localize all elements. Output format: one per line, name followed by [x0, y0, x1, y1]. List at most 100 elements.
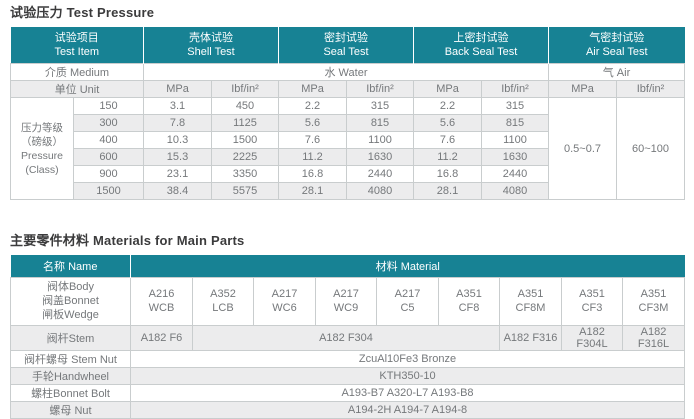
material-spec-grade: A351 CF3M — [624, 287, 683, 315]
material-grade: CF3M — [638, 302, 669, 314]
material-grade: WC9 — [333, 302, 359, 314]
table-header-row: 名称 Name 材料 Material — [10, 255, 685, 277]
part-name-cell: 螺柱Bonnet Bolt — [10, 383, 131, 402]
material-spec-grade: A351 CF3 — [563, 287, 621, 315]
material-cell: A351 CF3M — [622, 276, 685, 326]
shell-mpa-cell: 10.3 — [143, 131, 212, 149]
material-cell: A216 WCB — [130, 276, 193, 326]
material-spec: A351 — [640, 288, 667, 300]
material-spec-grade: A217 WC9 — [317, 287, 375, 315]
materials-table: 名称 Name 材料 Material 阀体Body 阀盖Bonnet 闸板We… — [10, 255, 685, 419]
class-cell: 300 — [73, 114, 144, 132]
part-name-cell: 阀杆Stem — [10, 324, 131, 351]
shell-lbf-cell: 1125 — [211, 114, 279, 132]
back-seal-mpa-cell: 7.6 — [413, 131, 482, 149]
shell-lbf-cell: 3350 — [211, 165, 279, 183]
unit-mpa: MPa — [143, 80, 212, 98]
col-header-seal-test: 密封试验 Seal Test — [278, 27, 414, 64]
material-spec: A217 — [271, 288, 298, 300]
material-cell: A217 C5 — [376, 276, 439, 326]
material-grade: C5 — [400, 302, 415, 314]
seal-lbf-cell: 4080 — [346, 182, 414, 200]
pressure-class-label: 压力等级 （磅级） Pressure (Class) — [10, 97, 74, 200]
material-cell: ZcuAl10Fe3 Bronze — [130, 349, 685, 368]
material-cell: A352 LCB — [192, 276, 254, 326]
header-zh: 气密封试验 — [589, 32, 645, 44]
pressure-row-150: 压力等级 （磅级） Pressure (Class) 150 3.1 450 2… — [10, 97, 685, 200]
material-spec: A351 — [517, 288, 544, 300]
air-seal-lbf-value: 60~100 — [616, 97, 685, 200]
material-cell: A182 F316 — [499, 324, 562, 351]
col-header-air-seal-test: 气密封试验 Air Seal Test — [548, 27, 685, 64]
part-name-line: 闸板Wedge — [42, 309, 99, 321]
material-cell: A217 WC9 — [315, 276, 377, 326]
back-seal-lbf-cell: 1100 — [481, 131, 549, 149]
shell-mpa-cell: 15.3 — [143, 148, 212, 166]
seal-mpa-cell: 11.2 — [278, 148, 347, 166]
part-name-cell: 阀体Body 阀盖Bonnet 闸板Wedge — [10, 276, 131, 326]
header-zh: 试验项目 — [54, 32, 99, 44]
header-en: Shell Test — [187, 46, 235, 58]
material-cell: A217 WC6 — [253, 276, 316, 326]
unit-mpa: MPa — [548, 80, 617, 98]
material-cell: A182 F6 — [130, 324, 193, 351]
seal-lbf-cell: 2440 — [346, 165, 414, 183]
seal-lbf-cell: 1100 — [346, 131, 414, 149]
pressure-row-400: 400 10.3 1500 7.6 1100 7.6 1100 — [11, 131, 685, 149]
pressure-row-600: 600 15.3 2225 11.2 1630 11.2 1630 — [11, 148, 685, 166]
part-name-lines: 阀体Body 阀盖Bonnet 闸板Wedge — [12, 280, 129, 322]
unit-mpa: MPa — [278, 80, 347, 98]
class-cell: 900 — [73, 165, 144, 183]
material-cell: A351 CF8M — [499, 276, 562, 326]
unit-mpa: MPa — [413, 80, 482, 98]
back-seal-lbf-cell: 315 — [481, 97, 549, 115]
back-seal-mpa-cell: 2.2 — [413, 97, 482, 115]
shell-lbf-cell: 450 — [211, 97, 279, 115]
unit-lbf: Ibf/in² — [481, 80, 549, 98]
back-seal-lbf-cell: 2440 — [481, 165, 549, 183]
label-line: (Class) — [25, 163, 59, 176]
shell-mpa-cell: 38.4 — [143, 182, 212, 200]
seal-lbf-cell: 815 — [346, 114, 414, 132]
label-line: Pressure — [20, 149, 63, 162]
handwheel-row: 手轮Handwheel KTH350-10 — [10, 366, 685, 385]
class-cell: 600 — [73, 148, 144, 166]
material-spec-grade: A217 C5 — [378, 287, 437, 315]
material-spec-grade: A217 WC6 — [255, 287, 314, 315]
stem-nut-row: 阀杆螺母 Stem Nut ZcuAl10Fe3 Bronze — [10, 349, 685, 368]
pressure-row-300: 300 7.8 1125 5.6 815 5.6 815 — [11, 114, 685, 132]
part-name-cell: 阀杆螺母 Stem Nut — [10, 349, 131, 368]
shell-lbf-cell: 5575 — [211, 182, 279, 200]
shell-mpa-cell: 3.1 — [143, 97, 212, 115]
back-seal-mpa-cell: 5.6 — [413, 114, 482, 132]
part-name-line: 阀盖Bonnet — [42, 295, 99, 307]
material-grade: CF3 — [581, 302, 603, 314]
material-spec: A217 — [394, 288, 421, 300]
seal-mpa-cell: 28.1 — [278, 182, 347, 200]
seal-lbf-cell: 1630 — [346, 148, 414, 166]
name-header: 名称 Name — [10, 255, 131, 277]
shell-lbf-cell: 2225 — [211, 148, 279, 166]
material-grade: LCB — [212, 302, 234, 314]
material-header: 材料 Material — [130, 255, 685, 277]
table-header-row: 试验项目 Test Item 壳体试验 Shell Test 密封试验 Seal… — [10, 27, 685, 64]
shell-lbf-cell: 1500 — [211, 131, 279, 149]
unit-lbf: Ibf/in² — [211, 80, 279, 98]
seal-lbf-cell: 315 — [346, 97, 414, 115]
seal-mpa-cell: 16.8 — [278, 165, 347, 183]
material-grade: CF8 — [458, 302, 480, 314]
material-grade: WCB — [148, 302, 175, 314]
material-cell: A351 CF3 — [561, 276, 623, 326]
back-seal-mpa-cell: 16.8 — [413, 165, 482, 183]
back-seal-mpa-cell: 28.1 — [413, 182, 482, 200]
back-seal-lbf-cell: 815 — [481, 114, 549, 132]
material-spec-grade: A216 WCB — [132, 287, 191, 315]
class-cell: 400 — [73, 131, 144, 149]
col-header-test-item: 试验项目 Test Item — [10, 27, 144, 64]
unit-label: 单位 Unit — [10, 80, 144, 98]
material-spec-grade: A351 CF8 — [440, 287, 498, 315]
part-name-cell: 手轮Handwheel — [10, 366, 131, 385]
header-en: Test Item — [54, 46, 100, 58]
material-cell: A182 F316L — [622, 324, 685, 351]
